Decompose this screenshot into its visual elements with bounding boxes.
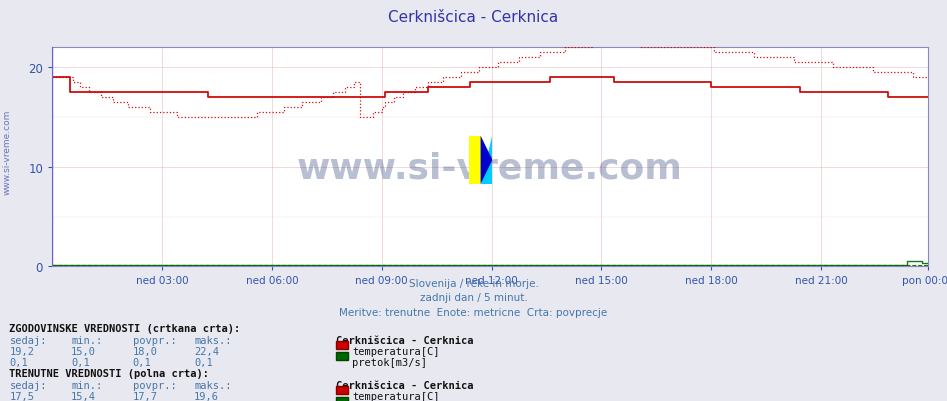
Text: Cerknišcica - Cerknica: Cerknišcica - Cerknica [336, 335, 474, 345]
Text: sedaj:: sedaj: [9, 335, 47, 345]
Text: min.:: min.: [71, 335, 102, 345]
Text: maks.:: maks.: [194, 380, 232, 390]
Text: 0,1: 0,1 [133, 357, 152, 367]
Text: temperatura[C]: temperatura[C] [352, 391, 439, 401]
Text: 17,7: 17,7 [133, 391, 157, 401]
Text: 18,0: 18,0 [133, 346, 157, 356]
Text: maks.:: maks.: [194, 335, 232, 345]
Text: Slovenija / reke in morje.: Slovenija / reke in morje. [408, 279, 539, 289]
Text: sedaj:: sedaj: [9, 380, 47, 390]
Text: 0,1: 0,1 [71, 357, 90, 367]
Text: Cerknišcica - Cerknica: Cerknišcica - Cerknica [336, 380, 474, 390]
Text: ZGODOVINSKE VREDNOSTI (crtkana crta):: ZGODOVINSKE VREDNOSTI (crtkana crta): [9, 323, 241, 333]
Text: www.si-vreme.com: www.si-vreme.com [3, 110, 12, 195]
Text: Meritve: trenutne  Enote: metricne  Crta: povprecje: Meritve: trenutne Enote: metricne Crta: … [339, 307, 608, 317]
Polygon shape [481, 136, 492, 184]
Text: zadnji dan / 5 minut.: zadnji dan / 5 minut. [420, 293, 527, 303]
Text: temperatura[C]: temperatura[C] [352, 346, 439, 356]
Text: 22,4: 22,4 [194, 346, 219, 356]
Text: TRENUTNE VREDNOSTI (polna crta):: TRENUTNE VREDNOSTI (polna crta): [9, 368, 209, 378]
Text: povpr.:: povpr.: [133, 335, 176, 345]
Text: pretok[m3/s]: pretok[m3/s] [352, 357, 427, 367]
Text: 19,6: 19,6 [194, 391, 219, 401]
Text: min.:: min.: [71, 380, 102, 390]
Text: 0,1: 0,1 [194, 357, 213, 367]
Text: 19,2: 19,2 [9, 346, 34, 356]
Text: Cerknišcica - Cerknica: Cerknišcica - Cerknica [388, 10, 559, 25]
Text: 15,0: 15,0 [71, 346, 96, 356]
Text: www.si-vreme.com: www.si-vreme.com [297, 151, 683, 185]
Text: 17,5: 17,5 [9, 391, 34, 401]
Text: 15,4: 15,4 [71, 391, 96, 401]
Text: 0,1: 0,1 [9, 357, 28, 367]
Polygon shape [469, 136, 481, 184]
Text: povpr.:: povpr.: [133, 380, 176, 390]
Polygon shape [481, 136, 492, 184]
